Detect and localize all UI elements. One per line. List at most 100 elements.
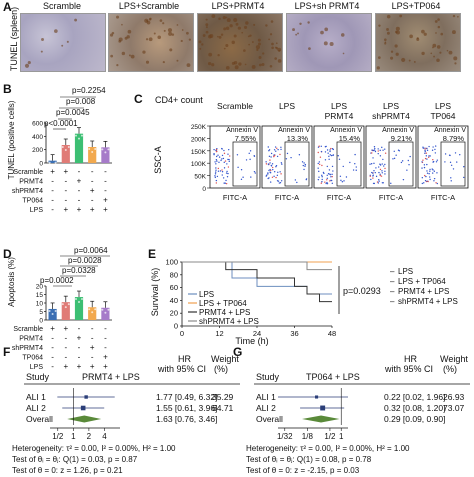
design-sign: + — [50, 167, 55, 176]
flow-event — [236, 154, 239, 156]
flow-event — [337, 155, 339, 157]
micrograph-stained-nucleus — [205, 23, 209, 27]
bar-lps-scramble — [61, 302, 70, 320]
flow-event — [215, 155, 218, 158]
micrograph-stained-nucleus — [257, 38, 261, 42]
design-sign: + — [50, 324, 55, 333]
flow-event — [318, 163, 321, 166]
micrograph-stained-nucleus — [208, 52, 213, 57]
micrograph-stained-nucleus — [218, 35, 222, 39]
flow-event — [393, 150, 395, 152]
flow-event — [222, 157, 225, 160]
panel-f-hr-header: HR — [178, 354, 191, 364]
flow-event — [215, 158, 218, 161]
panel-g-group-header: TP064 + LPS — [306, 372, 360, 382]
gate-percent: 7.55% — [235, 134, 257, 143]
design-sign: + — [103, 196, 108, 205]
flow-event — [248, 152, 250, 155]
test-homogeneity: Test of θᵢ = θⱼ: Q(1) = 0.03, p = 0.87 — [12, 455, 138, 464]
flow-event — [328, 155, 330, 158]
flow-event — [329, 150, 331, 153]
flow-header: PRMT4 — [325, 111, 354, 121]
flow-event — [424, 152, 426, 154]
panel-f-weight-unit: (%) — [214, 364, 228, 374]
micrograph-stained-nucleus — [176, 59, 179, 62]
flow-event — [318, 176, 320, 178]
micrograph-stained-nucleus — [421, 29, 425, 34]
flow-event — [269, 168, 271, 171]
flow-event — [214, 173, 217, 175]
hr-value: 1.63 [0.76, 3.46] — [156, 414, 217, 424]
flow-event — [370, 163, 373, 165]
flow-event — [221, 154, 224, 157]
design-sign: + — [90, 362, 95, 371]
flow-event — [214, 171, 217, 173]
data-point — [48, 309, 51, 312]
flow-event — [321, 174, 323, 177]
micrograph-stained-nucleus — [278, 49, 281, 52]
flow-event — [377, 152, 379, 155]
bar-lps-scramble — [61, 145, 70, 163]
panel-g-weight-header: Weight — [440, 354, 468, 364]
flow-event — [433, 177, 436, 180]
design-sign: + — [103, 205, 108, 214]
flow-event — [429, 168, 431, 171]
flow-event — [227, 158, 229, 161]
flow-event — [428, 145, 430, 148]
flow-event — [331, 182, 334, 184]
micrograph-stained-nucleus — [320, 30, 324, 35]
flow-event — [303, 162, 305, 164]
panel-b-pvalues: p=0.2254 p=0.008 p=0.0045 p<0.0001 — [44, 86, 106, 130]
micrograph-stained-nucleus — [225, 43, 229, 48]
flow-event — [318, 161, 321, 163]
data-point — [101, 308, 104, 311]
design-sign: - — [64, 196, 67, 205]
flow-event — [435, 182, 437, 184]
micrograph-stained-nucleus — [181, 29, 184, 31]
micrograph-stained-nucleus — [201, 43, 204, 46]
panel-d-design-table: Scramble + + - - -PRMT4- - + - -shPRMT4- - - + -TP064… — [12, 324, 108, 371]
flow-event — [329, 180, 331, 182]
data-point — [64, 149, 67, 151]
micrograph-stained-nucleus — [231, 40, 235, 45]
flow-event — [228, 158, 230, 161]
micrograph-stained-nucleus — [390, 50, 394, 53]
micrograph-stained-nucleus — [436, 45, 441, 49]
micrograph-stained-nucleus — [378, 24, 381, 27]
flow-event — [434, 152, 437, 154]
panel-d-pval-1: p=0.0064 — [74, 246, 108, 255]
x-tick-label: 12 — [215, 329, 223, 338]
design-sign: + — [103, 362, 108, 371]
micrograph-stained-nucleus — [222, 15, 226, 20]
design-sign: - — [51, 343, 54, 352]
flow-event — [328, 158, 330, 161]
design-sign: - — [51, 177, 54, 186]
panel-d-pvalues: p=0.0064 p=0.0028 p=0.0328 p=0.0002 — [40, 246, 110, 287]
flow-event — [332, 154, 334, 157]
micrograph-stained-nucleus — [225, 26, 230, 31]
panel-a-col-2: LPS+Scramble — [118, 1, 180, 11]
flow-event — [279, 171, 281, 173]
bar-tp064-lps — [101, 307, 110, 320]
flow-event — [277, 148, 279, 151]
x-tick-label: 2 — [87, 432, 92, 441]
panel-g: G Study TP064 + LPS HR with 95% CI Weigh… — [233, 345, 470, 475]
flow-event — [424, 149, 426, 152]
micrograph-stained-nucleus — [126, 35, 130, 39]
y-tick-label: 100K — [191, 161, 207, 168]
design-sign: - — [104, 343, 107, 352]
flow-event — [330, 176, 332, 178]
test-homogeneity: Test of θᵢ = θⱼ: Q(1) = 0.08, p = 0.78 — [246, 455, 372, 464]
flow-event — [330, 179, 333, 182]
design-row-label: shPRMT4 — [12, 345, 43, 352]
hr-value: 0.22 [0.02, 1.96] — [384, 392, 445, 402]
micrograph-stained-nucleus — [241, 31, 244, 34]
micrograph-stained-nucleus — [171, 33, 175, 36]
flow-event — [384, 152, 387, 154]
micrograph-stained-nucleus — [262, 52, 265, 55]
micrograph-stained-nucleus — [157, 35, 162, 40]
flow-event — [450, 180, 452, 182]
data-point — [78, 301, 80, 304]
x-tick-label: 1 — [71, 432, 76, 441]
legend-label: LPS — [199, 290, 214, 299]
